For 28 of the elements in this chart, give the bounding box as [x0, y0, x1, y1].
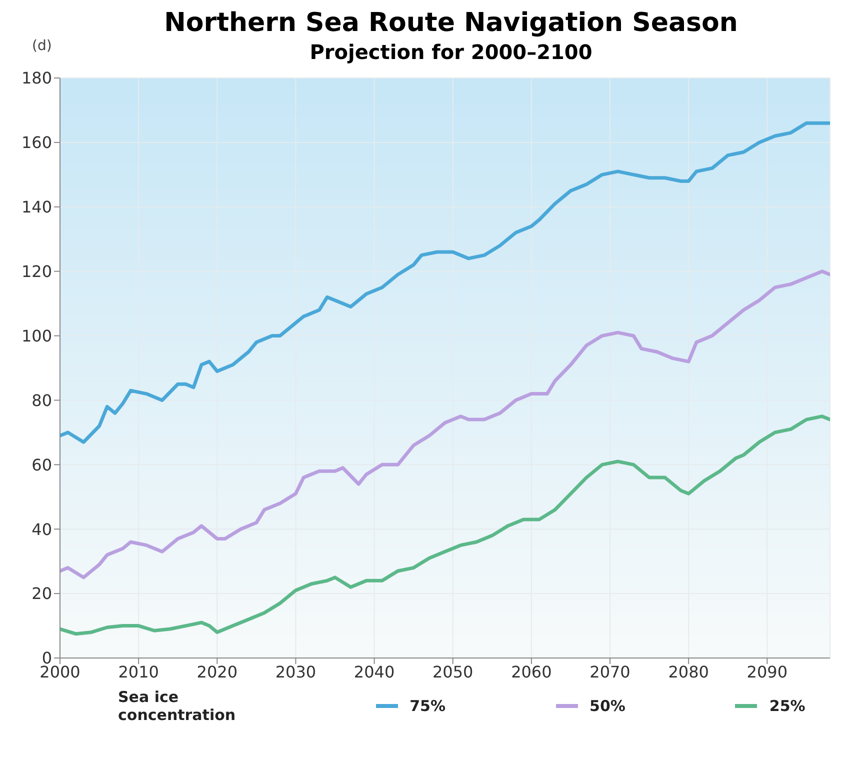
chart-subtitle: Projection for 2000–2100: [308, 40, 594, 64]
x-tick-label: 2060: [511, 662, 552, 682]
x-tick-label: 2070: [590, 662, 630, 682]
x-tick-label: 2040: [354, 662, 395, 682]
legend-label: 50%: [588, 697, 626, 715]
y-tick-label: 120: [21, 262, 52, 282]
x-tick-label: 2010: [118, 662, 159, 682]
y-tick-label: 100: [21, 326, 52, 346]
y-tick-label: 160: [21, 133, 52, 152]
y-tick-label: 40: [32, 520, 52, 539]
y-axis-title: (d): [32, 38, 52, 54]
x-tick-label: 2050: [432, 662, 474, 682]
y-tick-label: 140: [21, 198, 52, 217]
legend-title: Sea ice concentration: [118, 688, 236, 724]
x-tick-label: 2080: [668, 662, 709, 682]
x-tick-label: 2020: [196, 662, 238, 682]
y-tick-label: 80: [32, 390, 52, 410]
y-tick-label: 20: [32, 584, 52, 604]
y-tick-label: 180: [21, 68, 52, 88]
x-tick-label: 2030: [275, 662, 316, 682]
line-series: [60, 270, 830, 580]
line-series: [60, 121, 830, 444]
y-tick-label: 60: [32, 455, 52, 474]
line-series: [60, 414, 830, 636]
chart-title: Northern Sea Route Navigation Season: [163, 8, 739, 38]
x-tick-label: 2090: [746, 662, 788, 682]
legend-label: 25%: [768, 697, 806, 715]
legend-label: 75%: [408, 697, 446, 715]
